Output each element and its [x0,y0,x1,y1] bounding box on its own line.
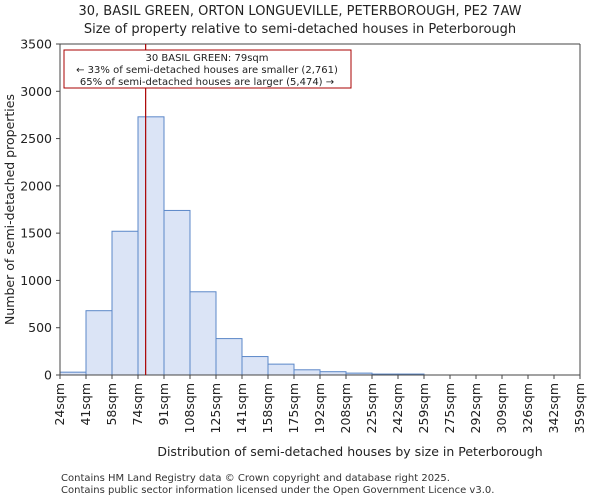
x-tick-label-58sqm: 58sqm [104,383,119,426]
chart-title: 30, BASIL GREEN, ORTON LONGUEVILLE, PETE… [78,4,522,19]
x-tick-label-192sqm: 192sqm [312,383,327,433]
y-tick-label-3000: 3000 [20,84,52,99]
x-tick-label-225sqm: 225sqm [364,383,379,433]
x-tick-label-158sqm: 158sqm [260,383,275,433]
x-tick-label-342sqm: 342sqm [546,383,561,433]
x-tick-label-208sqm: 208sqm [338,383,353,433]
x-tick-label-91sqm: 91sqm [156,383,171,426]
y-ticks-group: 0 500 1000 1500 2000 2500 3000 3500 [20,37,60,383]
y-tick-label-2500: 2500 [20,131,52,146]
bar-141sqm [241,356,269,376]
footer-copyright: Contains HM Land Registry data © Crown c… [61,473,450,484]
bar-175sqm [293,369,321,376]
annotation-smaller: ← 33% of semi-detached houses are smalle… [76,65,338,76]
x-ticks-group: 24sqm 41sqm 58sqm 74sqm 91sqm 108sqm 125sqm 141… [52,375,587,433]
x-tick-label-242sqm: 242sqm [390,383,405,433]
x-tick-label-108sqm: 108sqm [182,383,197,433]
x-tick-label-74sqm: 74sqm [130,383,145,426]
y-axis-label: Number of semi-detached properties [2,94,17,325]
footer-licence: Contains public sector information licen… [61,485,495,496]
y-tick-label-500: 500 [28,320,52,335]
y-tick-label-0: 0 [44,368,52,383]
x-tick-label-275sqm: 275sqm [442,383,457,433]
bar-74sqm [137,116,165,376]
bar-41sqm [85,310,113,376]
annotation-title: 30 BASIL GREEN: 79sqm [145,53,268,64]
x-tick-label-259sqm: 259sqm [416,383,431,433]
bar-125sqm [215,338,243,376]
x-tick-label-125sqm: 125sqm [208,383,223,433]
x-tick-label-175sqm: 175sqm [286,383,301,433]
bar-58sqm [111,230,139,376]
bar-91sqm [163,209,191,376]
bar-158sqm [267,363,295,376]
annotation-larger: 65% of semi-detached houses are larger (… [80,77,334,88]
chart-subtitle: Size of property relative to semi-detach… [83,22,517,37]
x-tick-label-309sqm: 309sqm [494,383,509,433]
x-tick-label-292sqm: 292sqm [468,383,483,433]
x-tick-label-359sqm: 359sqm [572,383,587,433]
x-tick-label-326sqm: 326sqm [520,383,535,433]
bar-108sqm [189,291,217,376]
y-tick-label-1000: 1000 [20,273,52,288]
bars-group [59,116,425,376]
x-tick-label-24sqm: 24sqm [52,383,67,426]
x-axis-label: Distribution of semi-detached houses by … [157,444,542,459]
x-tick-label-141sqm: 141sqm [234,383,249,433]
x-tick-label-41sqm: 41sqm [78,383,93,426]
y-tick-label-1500: 1500 [20,226,52,241]
y-tick-label-2000: 2000 [20,178,52,193]
annotation-box [63,49,352,89]
y-tick-label-3500: 3500 [20,37,52,52]
